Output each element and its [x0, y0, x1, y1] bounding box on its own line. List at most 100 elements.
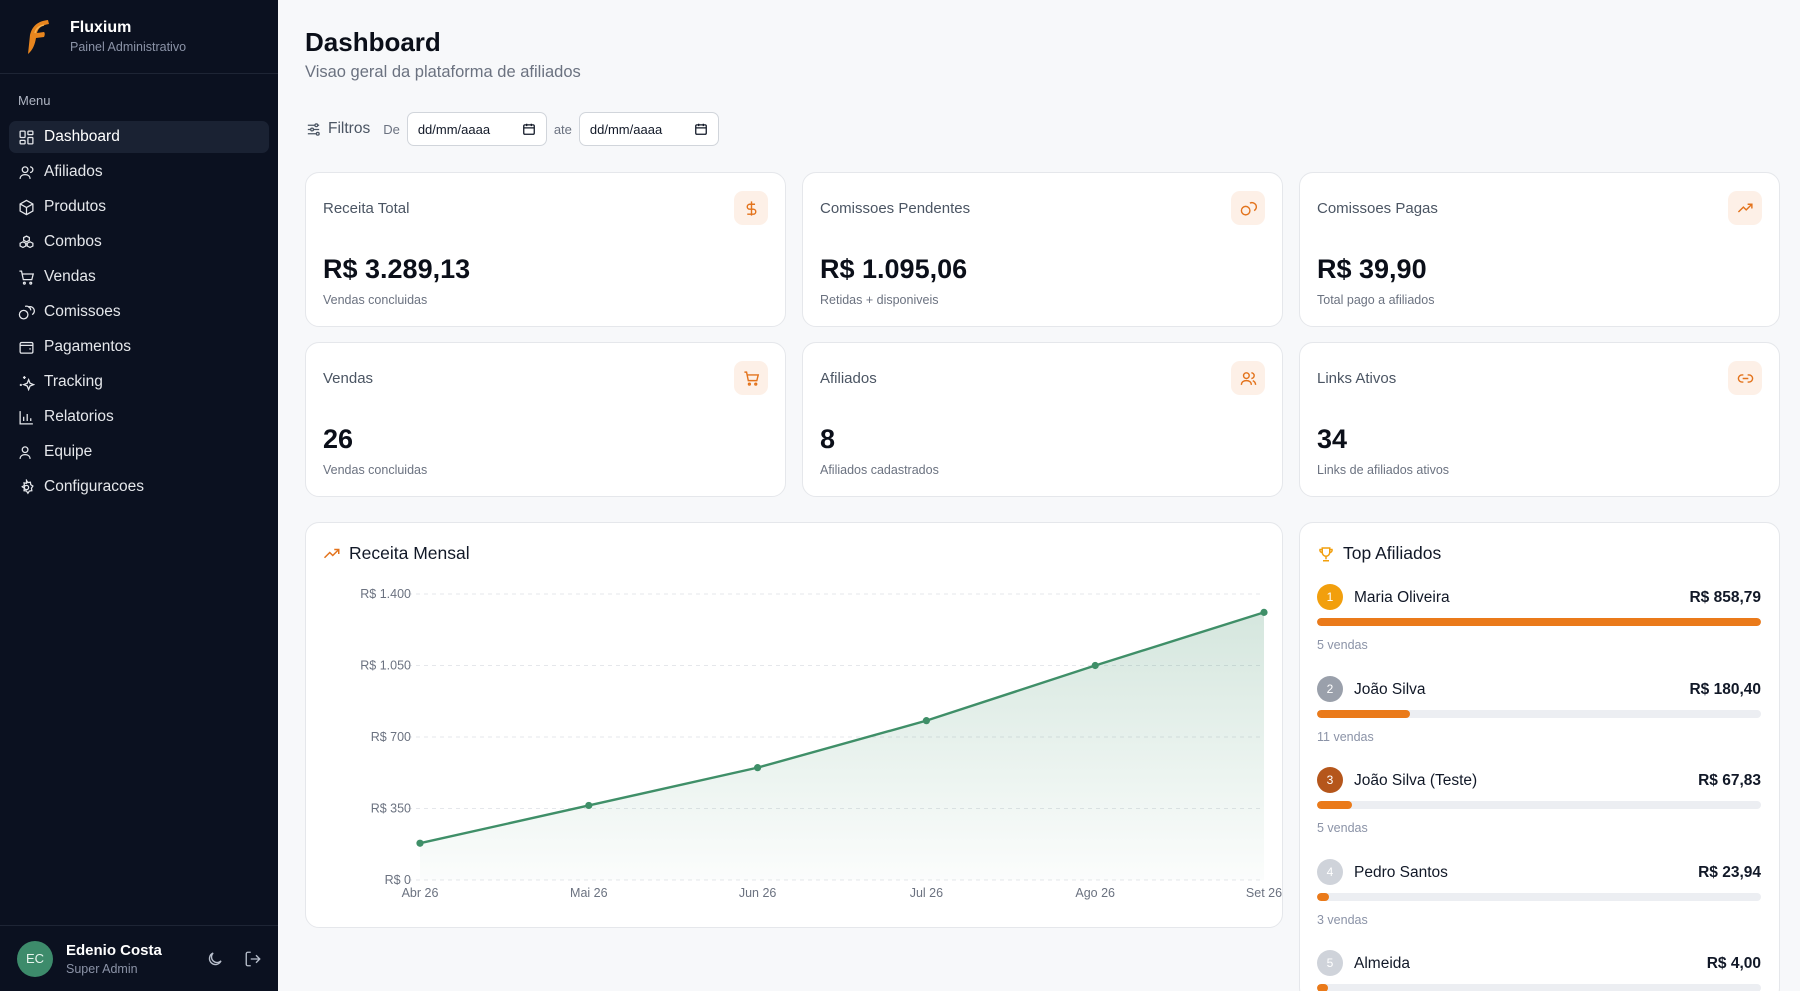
- y-tick-label: R$ 0: [385, 873, 411, 887]
- page-title: Dashboard: [305, 27, 441, 57]
- brand: Fluxium Painel Administrativo: [0, 0, 278, 74]
- affiliate-progress-bar: [1317, 618, 1761, 626]
- nav-label: Equipe: [44, 443, 93, 460]
- stat-value: R$ 1.095,06: [820, 254, 968, 284]
- stat-card-afiliados: Afiliados 8 Afiliados cadastrados: [802, 342, 1283, 497]
- nav-item-produtos[interactable]: Produtos: [9, 191, 269, 223]
- date-to-placeholder: dd/mm/aaaa: [589, 121, 663, 137]
- stat-value: 34: [1317, 424, 1348, 454]
- stat-title: Vendas: [323, 370, 374, 387]
- affiliate-progress-fill: [1317, 709, 1411, 718]
- stat-description: Afiliados cadastrados: [820, 463, 939, 477]
- stat-title: Links Ativos: [1317, 370, 1397, 387]
- date-to-input[interactable]: dd/mm/aaaa: [578, 112, 719, 146]
- affiliate-sales-count: 5 vendas: [1317, 638, 1368, 652]
- rank-badge: 2: [1317, 675, 1343, 702]
- affiliate-progress-bar: [1317, 801, 1761, 809]
- filters-label: Filtros: [328, 120, 371, 137]
- sidebar: Fluxium Painel Administrativo Menu Dashb…: [0, 0, 278, 991]
- affiliate-sales-count: 3 vendas: [1317, 912, 1368, 927]
- top-affiliates-card: Top Afiliados 1 Maria Oliveira R$ 858,79 5 …: [1299, 522, 1780, 991]
- affiliate-amount: R$ 180,40: [1689, 680, 1761, 698]
- calendar-icon[interactable]: [694, 122, 708, 136]
- trophy-icon: [1319, 546, 1333, 561]
- nav-item-equipe[interactable]: Equipe: [9, 436, 269, 468]
- main-content: Dashboard Visao geral da plataforma de a…: [278, 0, 1800, 991]
- x-tick-label: Jun 26: [739, 886, 777, 900]
- boxes-icon: [19, 234, 34, 248]
- nav-label: Configuracoes: [44, 478, 144, 495]
- y-tick-label: R$ 1.400: [360, 587, 411, 601]
- date-from-placeholder: dd/mm/aaaa: [417, 121, 491, 137]
- team-icon: [19, 445, 31, 459]
- affiliate-sales-count: 5 vendas: [1317, 821, 1368, 835]
- nav-item-tracking[interactable]: Tracking: [9, 366, 269, 398]
- sliders-icon: [307, 122, 320, 136]
- stat-card-vendas: Vendas 26 Vendas concluidas: [305, 342, 786, 497]
- coins-icon: [1240, 201, 1257, 216]
- nav-label: Vendas: [44, 268, 96, 285]
- nav-item-combos[interactable]: Combos: [9, 226, 269, 258]
- nav-item-configuracoes[interactable]: Configuracoes: [9, 471, 269, 503]
- coins-icon: [18, 305, 35, 320]
- affiliate-progress-fill: [1317, 892, 1330, 901]
- stat-value: R$ 3.289,13: [323, 254, 471, 284]
- top-affiliate-row: 2 João Silva R$ 180,40 11 vendas: [1317, 675, 1761, 756]
- x-tick-label: Jul 26: [910, 886, 943, 900]
- nav-label: Produtos: [44, 198, 107, 215]
- y-tick-label: R$ 700: [371, 730, 411, 744]
- stat-title: Afiliados: [820, 370, 877, 387]
- nav-label: Relatorios: [44, 408, 114, 425]
- top-affiliate-row: 1 Maria Oliveira R$ 858,79 5 vendas: [1317, 584, 1761, 664]
- calendar-icon[interactable]: [522, 122, 536, 136]
- stat-description: Total pago a afiliados: [1317, 293, 1435, 307]
- data-point: [416, 839, 424, 847]
- logout-icon[interactable]: [244, 950, 262, 968]
- affiliate-amount: R$ 23,94: [1698, 863, 1761, 881]
- users-icon: [1240, 371, 1256, 385]
- box-icon: [19, 199, 34, 215]
- nav-label: Pagamentos: [44, 338, 132, 355]
- affiliate-name: Almeida: [1354, 955, 1410, 972]
- dollar-icon: [746, 200, 756, 216]
- data-point: [922, 717, 931, 725]
- date-from-input[interactable]: dd/mm/aaaa: [406, 112, 547, 146]
- nav-item-dashboard[interactable]: Dashboard: [9, 121, 269, 153]
- revenue-line-chart: R$ 0 R$ 350 R$ 700 R$ 1.050 R$ 1.400 Abr 26 Ma…: [360, 587, 1282, 900]
- avatar[interactable]: EC: [17, 940, 53, 977]
- stat-value: R$ 39,90: [1317, 254, 1427, 284]
- y-tick-label: R$ 1.050: [360, 659, 411, 673]
- revenue-chart-card: Receita Mensal R$ 0 R$ 350 R$ 700 R$ 1.050 R…: [305, 522, 1283, 928]
- stat-card-receita-total: Receita Total R$ 3.289,13 Vendas conclui…: [305, 172, 786, 327]
- stat-card-comissoes-pagas: Comissoes Pagas R$ 39,90 Total pago a af…: [1299, 172, 1780, 327]
- brand-subtitle: Painel Administrativo: [70, 40, 187, 54]
- link-icon: [1737, 373, 1753, 383]
- sparkles-icon: [19, 375, 35, 391]
- affiliate-name: Maria Oliveira: [1354, 589, 1450, 606]
- x-tick-label: Mai 26: [570, 886, 608, 900]
- user-icon: [19, 165, 34, 179]
- stat-description: Vendas concluidas: [323, 293, 428, 307]
- nav-item-vendas[interactable]: Vendas: [9, 261, 269, 293]
- data-point: [585, 801, 593, 810]
- nav-item-pagamentos[interactable]: Pagamentos: [9, 331, 269, 363]
- rank-badge: 1: [1317, 584, 1343, 610]
- affiliate-progress-fill: [1317, 801, 1353, 809]
- affiliate-name: João Silva: [1354, 680, 1426, 698]
- top-affiliates-title: Top Afiliados: [1343, 543, 1442, 563]
- affiliate-progress-fill: [1317, 618, 1761, 626]
- stat-value: 26: [323, 424, 354, 454]
- stat-value: 8: [820, 424, 836, 454]
- affiliate-progress-bar: [1317, 709, 1761, 718]
- moon-icon[interactable]: [206, 950, 224, 968]
- nav-item-afiliados[interactable]: Afiliados: [9, 156, 269, 188]
- revenue-line: [419, 611, 1265, 845]
- stat-description: Links de afiliados ativos: [1317, 463, 1450, 477]
- x-tick-label: Set 26: [1246, 886, 1282, 900]
- top-affiliate-row: 3 João Silva (Teste) R$ 67,83 5 vendas: [1317, 767, 1761, 847]
- nav-item-relatorios[interactable]: Relatorios: [9, 401, 269, 433]
- nav-item-comissoes[interactable]: Comissoes: [9, 296, 269, 328]
- stat-card-comissoes-pendentes: Comissoes Pendentes R$ 1.095,06 Retidas …: [802, 172, 1283, 327]
- nav-label: Dashboard: [44, 128, 120, 145]
- affiliate-amount: R$ 67,83: [1698, 772, 1761, 789]
